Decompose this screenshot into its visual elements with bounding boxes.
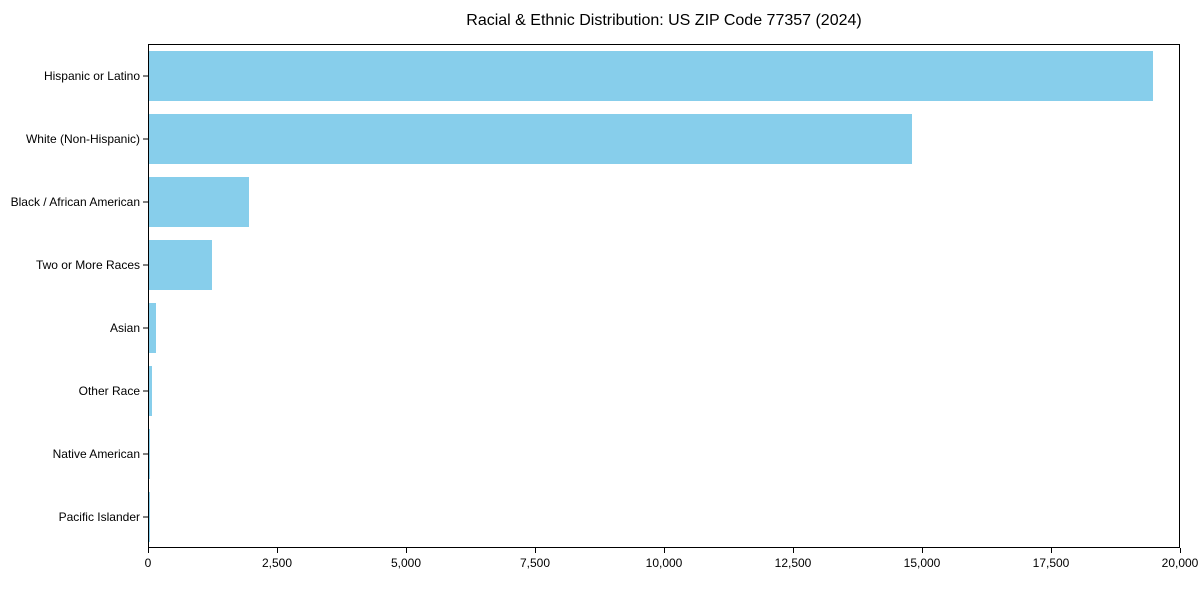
y-axis-tick <box>143 390 148 391</box>
x-axis-tick <box>922 548 923 553</box>
x-axis-tick-label: 0 <box>144 556 152 570</box>
x-axis-tick-label: 15,000 <box>903 556 941 570</box>
x-axis-tick <box>406 548 407 553</box>
y-axis-label: Native American <box>52 446 140 461</box>
x-axis-tick <box>1180 548 1181 553</box>
y-axis-label: Asian <box>109 320 140 335</box>
x-axis-tick <box>793 548 794 553</box>
x-axis-tick-label: 20,000 <box>1161 556 1199 570</box>
y-axis-tick <box>143 453 148 454</box>
x-axis-tick <box>664 548 665 553</box>
y-axis-label: Pacific Islander <box>58 509 140 524</box>
y-axis-tick <box>143 75 148 76</box>
y-axis-tick <box>143 327 148 328</box>
x-axis-tick-label: 7,500 <box>519 556 551 570</box>
y-axis-label: Other Race <box>78 383 140 398</box>
x-axis-tick <box>535 548 536 553</box>
y-axis-tick <box>143 201 148 202</box>
y-axis-label: White (Non-Hispanic) <box>25 131 140 146</box>
x-axis-tick-label: 12,500 <box>774 556 812 570</box>
chart-title: Racial & Ethnic Distribution: US ZIP Cod… <box>466 12 862 29</box>
bar <box>149 239 212 290</box>
x-axis-tick-label: 17,500 <box>1032 556 1070 570</box>
x-axis-tick <box>1051 548 1052 553</box>
bar <box>149 428 150 479</box>
x-axis-tick-label: 5,000 <box>390 556 422 570</box>
y-axis-label: Hispanic or Latino <box>43 68 140 83</box>
x-axis-tick <box>148 548 149 553</box>
bar <box>149 113 912 164</box>
x-axis-tick-label: 10,000 <box>645 556 683 570</box>
x-axis-tick-label: 2,500 <box>261 556 293 570</box>
y-axis-label: Two or More Races <box>35 257 140 272</box>
y-axis-tick <box>143 264 148 265</box>
bar <box>149 491 150 542</box>
x-axis-tick <box>277 548 278 553</box>
bar <box>149 302 156 353</box>
y-axis-label: Black / African American <box>10 194 140 209</box>
bar <box>149 50 1153 101</box>
bar <box>149 365 152 416</box>
bar <box>149 176 249 227</box>
y-axis-tick <box>143 138 148 139</box>
y-axis-tick <box>143 516 148 517</box>
